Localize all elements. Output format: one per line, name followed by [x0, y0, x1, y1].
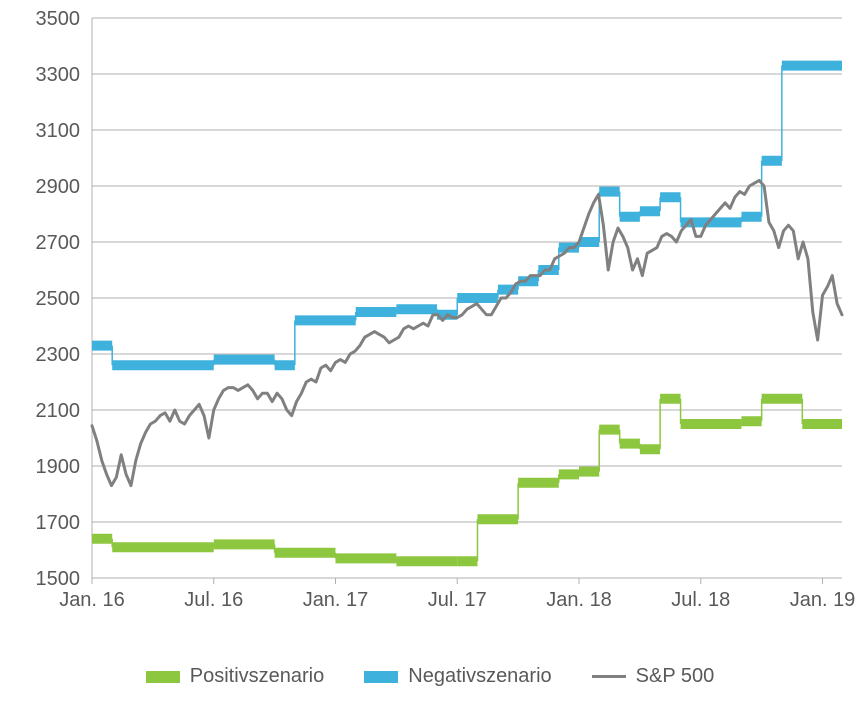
- y-tick-label: 1500: [36, 568, 81, 590]
- legend-swatch-positiv: [146, 671, 180, 683]
- x-tick-label: Jan. 18: [546, 589, 612, 611]
- y-tick-label: 2500: [36, 288, 81, 310]
- y-tick-label: 1900: [36, 456, 81, 478]
- x-tick-label: Jan. 16: [59, 589, 125, 611]
- y-tick-label: 3100: [36, 120, 81, 142]
- legend-swatch-negativ: [364, 671, 398, 683]
- legend-swatch-sp500: [592, 675, 626, 678]
- y-tick-label: 2900: [36, 176, 81, 198]
- scenario-chart: 1500 1700 1900 2100 2300 2500 2700 2900 3100 3300…: [0, 0, 860, 718]
- y-tick-label: 2700: [36, 232, 81, 254]
- y-tick-label: 2300: [36, 344, 81, 366]
- x-tick-label: Jul. 16: [184, 589, 243, 611]
- x-tick-label: Jul. 17: [428, 589, 487, 611]
- x-tick-label: Jan. 19: [790, 589, 856, 611]
- chart-svg: 1500 1700 1900 2100 2300 2500 2700 2900 3100 3300…: [0, 0, 860, 620]
- y-tick-label: 2100: [36, 400, 81, 422]
- y-tick-label: 3300: [36, 64, 81, 86]
- legend-item-sp500: S&P 500: [592, 665, 715, 688]
- x-tick-label: Jul. 18: [671, 589, 730, 611]
- legend-label-positiv: Positivszenario: [190, 665, 325, 688]
- legend-item-negativ: Negativszenario: [364, 665, 551, 688]
- y-tick-label: 1700: [36, 512, 81, 534]
- x-tick-label: Jan. 17: [303, 589, 369, 611]
- legend-item-positiv: Positivszenario: [146, 665, 325, 688]
- legend-label-negativ: Negativszenario: [408, 665, 551, 688]
- legend: Positivszenario Negativszenario S&P 500: [0, 665, 860, 688]
- y-tick-label: 3500: [36, 8, 81, 30]
- legend-label-sp500: S&P 500: [636, 665, 715, 688]
